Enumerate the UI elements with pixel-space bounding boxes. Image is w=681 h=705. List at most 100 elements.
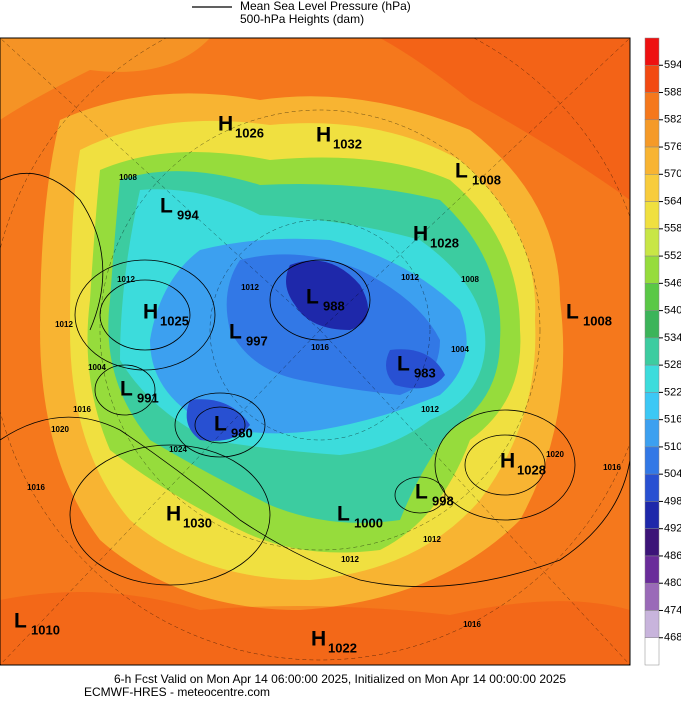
colorbar-swatch [644,446,660,475]
center-letter: H [311,628,326,651]
colorbar-label: 468 [664,632,681,644]
isobar-label: 1012 [423,535,441,544]
isobar-label: 1012 [421,405,439,414]
center-letter: L [415,481,428,504]
colorbar-swatch [644,528,660,557]
colorbar-label: 582 [664,114,681,126]
colorbar-label: 498 [664,495,681,507]
center-value: 994 [177,207,199,222]
center-letter: L [214,413,227,436]
center-letter: L [566,301,579,324]
colorbar-swatch [644,555,660,584]
colorbar-label: 558 [664,223,681,235]
colorbar: 594 588 582 576 570 564 558 552 546 540 534 528 522 5… [644,37,681,666]
isobar-label: 1024 [169,445,187,454]
colorbar-swatch [644,310,660,339]
center-letter: L [120,378,133,401]
isobar-label: 1008 [119,173,137,182]
colorbar-label: 594 [664,59,681,71]
center-letter: H [143,301,158,324]
center-letter: L [14,610,27,633]
colorbar-swatch [644,637,660,666]
center-value: 1026 [235,125,264,140]
colorbar-swatch [644,582,660,611]
colorbar-label: 474 [664,604,681,616]
center-letter: H [166,503,181,526]
footer-valid: 6-h Fcst Valid on Mon Apr 14 06:00:00 20… [114,672,566,686]
isobar-label: 1012 [241,283,259,292]
center-value: 997 [246,333,268,348]
center-letter: H [413,223,428,246]
colorbar-label: 486 [664,550,681,562]
colorbar-label: 492 [664,523,681,535]
center-value: 1000 [354,515,383,530]
center-value: 980 [231,425,253,440]
colorbar-swatch [644,473,660,502]
colorbar-swatch [644,392,660,420]
isobar-label: 1004 [88,363,106,372]
center-value: 1022 [328,640,357,655]
colorbar-swatch [644,419,660,448]
isobar-label: 1008 [461,275,479,284]
colorbar-swatch [644,337,660,366]
center-value: 998 [432,493,454,508]
colorbar-swatch [644,119,660,148]
colorbar-swatch [644,174,660,202]
center-letter: L [160,195,173,218]
center-value: 983 [414,365,436,380]
center-letter: L [455,160,468,183]
colorbar-swatch [644,201,660,230]
map-frame [0,37,631,666]
contour-labels: 1008 1012 1012 1004 1016 1020 1024 1016 1012 1012… [27,173,621,629]
colorbar-label: 504 [664,468,681,480]
colorbar-label: 546 [664,277,681,289]
footer-source: ECMWF-HRES - meteocentre.com [84,685,270,699]
colorbar-label: 516 [664,414,681,426]
isobar-label: 1004 [451,345,469,354]
isobar-label: 1020 [546,450,564,459]
colorbar-swatch [644,92,660,121]
colorbar-swatch [644,364,660,393]
height-field [0,592,630,665]
colorbar-swatch [644,37,660,66]
colorbar-label: 570 [664,168,681,180]
isobar-label: 1012 [117,275,135,284]
center-letter: H [316,124,331,147]
colorbar-label: 540 [664,305,681,317]
center-letter: H [500,450,515,473]
center-value: 988 [323,298,345,313]
colorbar-swatch [644,255,660,284]
colorbar-swatch [644,610,660,638]
center-value: 991 [137,390,159,405]
center-value: 1008 [472,172,501,187]
center-value: 1032 [333,136,362,151]
center-letter: L [397,353,410,376]
center-letter: H [218,113,233,136]
center-value: 1008 [583,313,612,328]
isobar-label: 1012 [341,555,359,564]
colorbar-swatch [644,65,660,93]
height-field [286,260,368,330]
isobars [0,173,630,588]
colorbar-swatch [644,228,660,257]
isobar-label: 1016 [73,405,91,414]
graticule [0,38,630,665]
legend-mslp: Mean Sea Level Pressure (hPa) [240,0,411,13]
colorbar-swatch [644,501,660,529]
isobar-label: 1016 [27,483,45,492]
center-letter: L [337,503,350,526]
center-value: 1025 [160,313,189,328]
center-letter: L [306,286,319,309]
center-letter: L [229,321,242,344]
colorbar-label: 588 [664,86,681,98]
center-value: 1010 [31,622,60,637]
legend-heights: 500-hPa Heights (dam) [240,12,364,26]
isobar-label: 1012 [55,320,73,329]
colorbar-label: 522 [664,386,681,398]
isobar-label: 1012 [401,273,419,282]
colorbar-label: 528 [664,359,681,371]
center-value: 1030 [183,515,212,530]
